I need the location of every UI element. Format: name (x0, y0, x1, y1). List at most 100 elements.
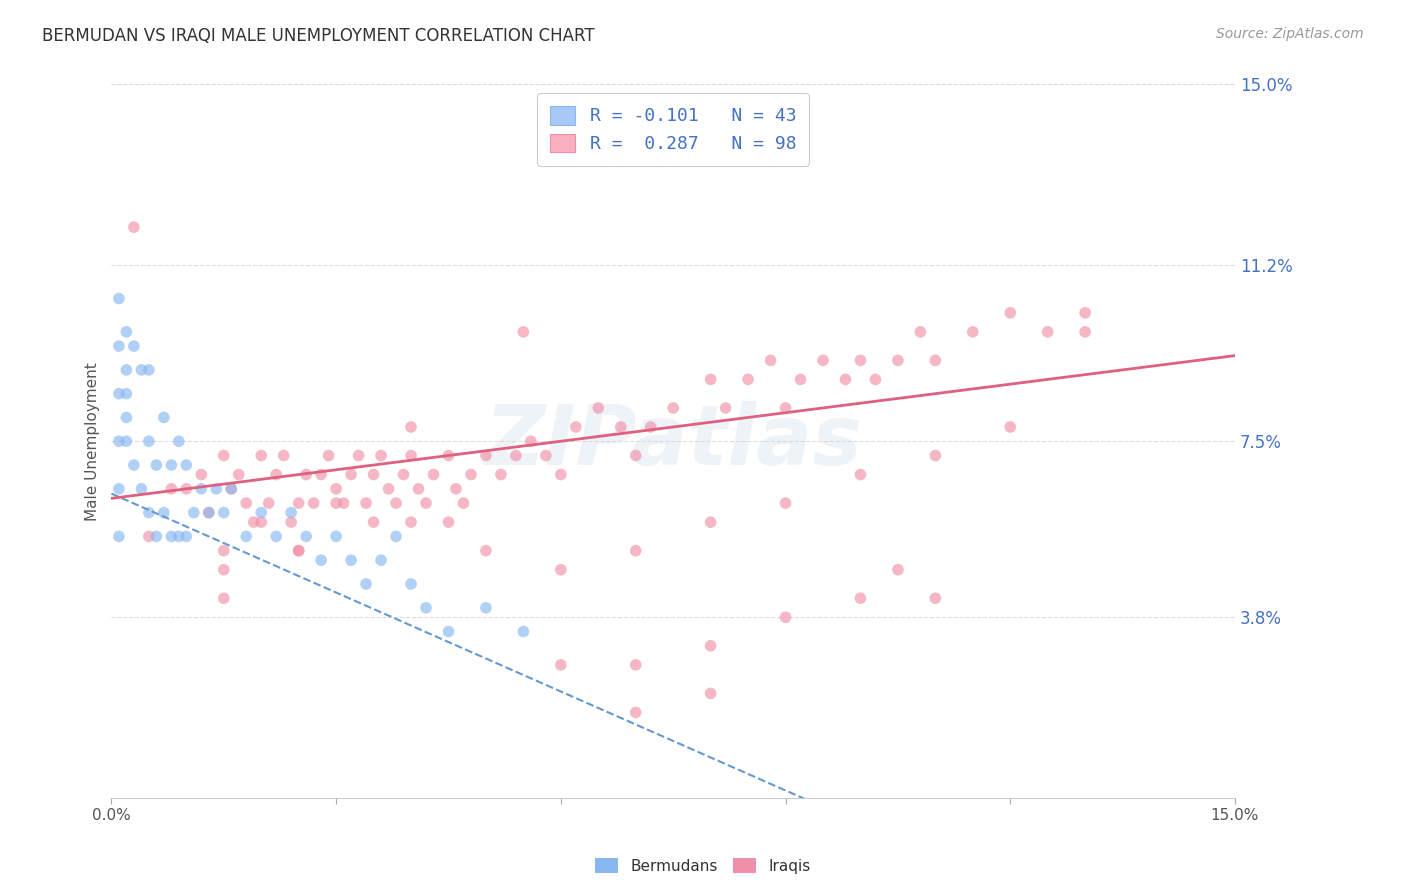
Point (550, 563, 572, 577)
Point (264, 467, 287, 482)
Point (160, 482, 183, 496)
Point (924, 353, 946, 368)
Point (437, 515, 460, 529)
Point (737, 372, 759, 386)
Point (415, 496, 437, 510)
Point (512, 325, 534, 339)
Point (565, 420, 588, 434)
Point (399, 577, 422, 591)
Point (775, 496, 797, 510)
Point (370, 449, 392, 463)
Point (385, 496, 408, 510)
Point (108, 529, 131, 543)
Point (108, 482, 131, 496)
Point (1000, 420, 1022, 434)
Point (295, 467, 318, 482)
Point (714, 401, 737, 415)
Point (325, 496, 347, 510)
Point (460, 467, 482, 482)
Point (370, 553, 392, 567)
Point (295, 529, 318, 543)
Point (699, 372, 721, 386)
Point (287, 543, 309, 558)
Point (475, 600, 498, 615)
Point (250, 515, 273, 529)
Point (190, 467, 212, 482)
Point (453, 496, 475, 510)
Point (399, 515, 422, 529)
Point (699, 686, 721, 700)
Point (775, 401, 797, 415)
Point (610, 420, 633, 434)
Text: BERMUDAN VS IRAQI MALE UNEMPLOYMENT CORRELATION CHART: BERMUDAN VS IRAQI MALE UNEMPLOYMENT CORR… (42, 27, 595, 45)
Point (588, 401, 610, 415)
Point (138, 434, 160, 449)
Point (302, 496, 325, 510)
Point (520, 434, 543, 449)
Point (924, 449, 946, 463)
Point (415, 600, 437, 615)
Point (287, 496, 309, 510)
Point (108, 386, 131, 401)
Point (1000, 306, 1022, 320)
Point (235, 529, 257, 543)
Point (699, 515, 721, 529)
Point (115, 325, 138, 339)
Point (257, 496, 280, 510)
Point (138, 529, 160, 543)
Point (962, 325, 984, 339)
Point (318, 449, 340, 463)
Point (153, 410, 176, 425)
Point (489, 467, 512, 482)
Point (190, 482, 212, 496)
Point (325, 529, 347, 543)
Point (408, 482, 430, 496)
Point (212, 543, 235, 558)
Point (385, 529, 408, 543)
Y-axis label: Male Unemployment: Male Unemployment (86, 362, 100, 521)
Point (849, 353, 872, 368)
Point (242, 515, 264, 529)
Point (624, 543, 647, 558)
Point (219, 482, 242, 496)
Point (849, 467, 872, 482)
Point (534, 449, 557, 463)
Point (475, 543, 498, 558)
Point (212, 506, 235, 520)
Point (332, 496, 354, 510)
Point (363, 515, 385, 529)
Point (145, 458, 167, 472)
Point (1036, 325, 1059, 339)
Point (624, 706, 647, 720)
Point (235, 496, 257, 510)
Point (131, 363, 153, 377)
Point (887, 563, 910, 577)
Point (108, 434, 131, 449)
Point (699, 639, 721, 653)
Point (176, 482, 198, 496)
Point (354, 577, 377, 591)
Point (325, 482, 347, 496)
Point (347, 449, 370, 463)
Point (280, 506, 302, 520)
Point (865, 372, 887, 386)
Text: ZIPatlas: ZIPatlas (484, 401, 862, 482)
Point (131, 482, 153, 496)
Text: Source: ZipAtlas.com: Source: ZipAtlas.com (1216, 27, 1364, 41)
Point (640, 420, 662, 434)
Point (197, 506, 219, 520)
Point (212, 563, 235, 577)
Point (138, 506, 160, 520)
Point (399, 420, 422, 434)
Point (849, 591, 872, 606)
Point (437, 449, 460, 463)
Point (153, 506, 176, 520)
Point (122, 220, 145, 235)
Point (160, 458, 183, 472)
Point (550, 467, 572, 482)
Point (280, 515, 302, 529)
Point (550, 657, 572, 672)
Point (887, 353, 910, 368)
Point (183, 506, 205, 520)
Point (145, 529, 167, 543)
